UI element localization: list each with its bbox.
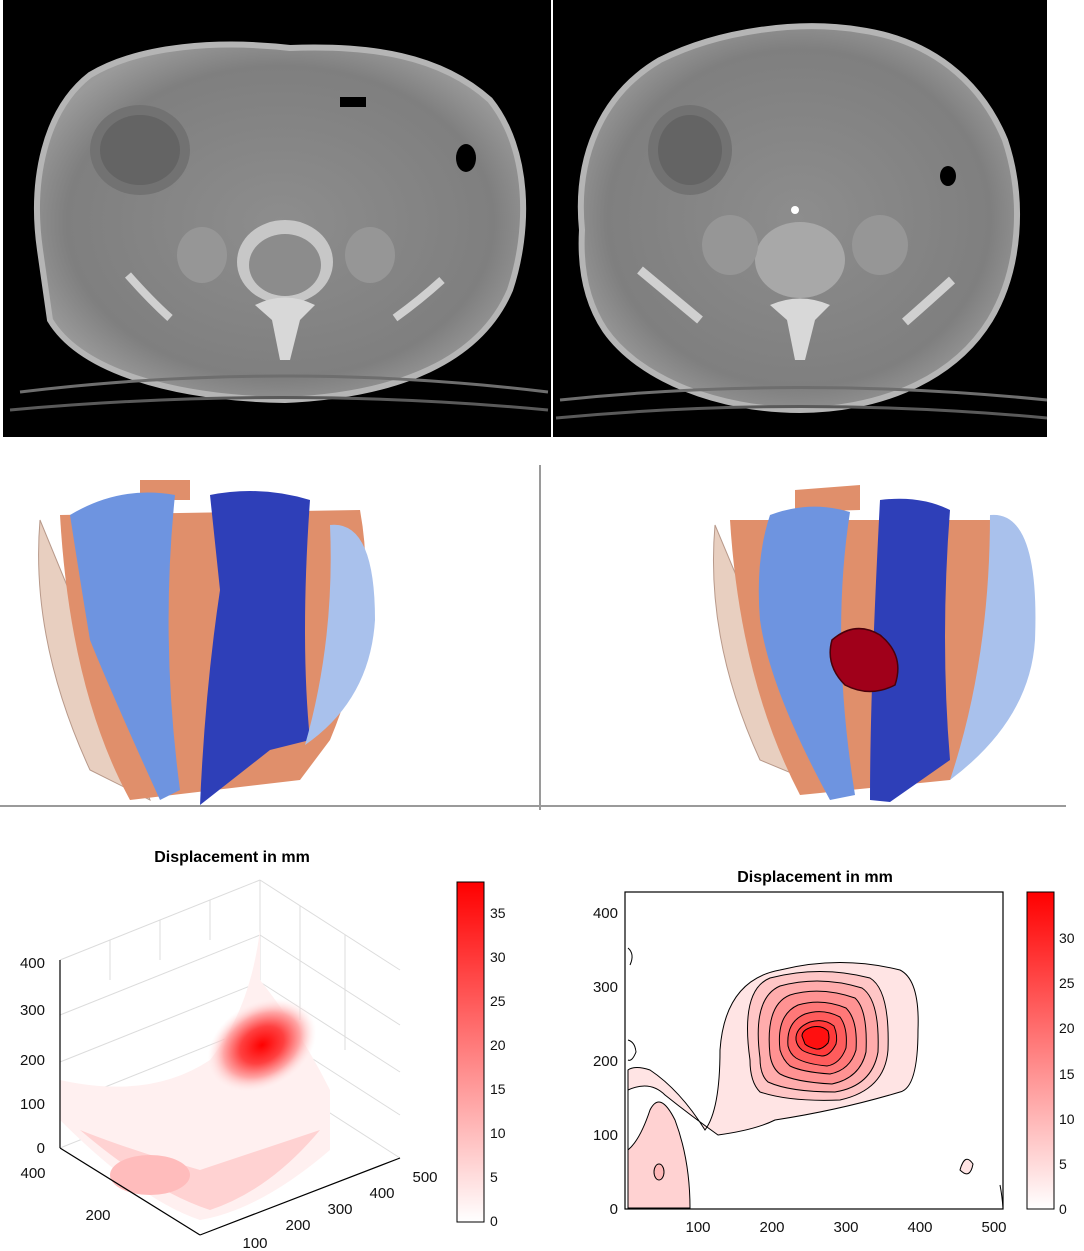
chart1-y-ticks: 200 400 [20, 1165, 110, 1224]
ct-scan-right [553, 0, 1048, 437]
mesh-left [38, 480, 375, 805]
chart2-x-tick: 300 [833, 1219, 858, 1236]
chart1-cb-tick: 30 [490, 949, 506, 965]
chart1-z-ticks: 0 100 200 300 400 [20, 955, 45, 1157]
chart1-cb-tick: 20 [490, 1037, 506, 1053]
chart1-z-tick: 100 [20, 1096, 45, 1113]
chart2-cb-tick: 0 [1059, 1201, 1067, 1217]
chart2-x-tick: 100 [685, 1219, 710, 1236]
chart2-cb-tick: 5 [1059, 1156, 1067, 1172]
chart1-surface [60, 930, 330, 1220]
chart-contour: Displacement in mm 0 100 200 300 400 100… [593, 869, 1075, 1236]
chart2-cb-tick: 20 [1059, 1020, 1075, 1036]
chart-3d-surface: Displacement in mm 0 100 200 300 400 200 [20, 849, 506, 1251]
hernia-region [829, 627, 899, 693]
chart1-cb-tick: 5 [490, 1169, 498, 1185]
chart2-y-tick: 400 [593, 905, 618, 922]
chart2-y-tick: 0 [610, 1201, 618, 1218]
chart2-y-tick: 300 [593, 979, 618, 996]
chart2-y-ticks: 0 100 200 300 400 [593, 905, 618, 1218]
chart1-x-tick: 300 [327, 1201, 352, 1218]
chart1-z-tick: 400 [20, 955, 45, 972]
mesh-row [0, 465, 1066, 810]
chart1-x-tick: 400 [369, 1185, 394, 1202]
chart1-title: Displacement in mm [154, 849, 310, 866]
chart2-y-tick: 100 [593, 1127, 618, 1144]
chart1-cb-tick: 35 [490, 905, 506, 921]
ct-scan-left [3, 0, 551, 437]
chart1-cb-tick: 25 [490, 993, 506, 1009]
mesh-right [713, 485, 1036, 802]
chart1-cb-tick: 0 [490, 1213, 498, 1229]
chart2-cb-tick: 25 [1059, 975, 1075, 991]
chart1-x-tick: 200 [285, 1217, 310, 1234]
chart1-cb-tick: 10 [490, 1125, 506, 1141]
chart1-peak [207, 998, 317, 1092]
chart2-cb-tick: 15 [1059, 1066, 1075, 1082]
chart2-cb-tick: 10 [1059, 1111, 1075, 1127]
chart1-x-ticks: 100 200 300 400 500 [242, 1169, 437, 1251]
chart2-x-tick: 200 [759, 1219, 784, 1236]
chart1-x-tick: 100 [242, 1235, 267, 1251]
chart1-colorbar-ticks: 0 5 10 15 20 25 30 35 [490, 905, 506, 1229]
chart1-x-tick: 500 [412, 1169, 437, 1186]
chart1-y-tick: 200 [85, 1207, 110, 1224]
ct-scan-row [3, 0, 1048, 437]
chart2-title: Displacement in mm [737, 869, 893, 886]
chart2-cb-tick: 30 [1059, 930, 1075, 946]
chart1-axes [59, 960, 401, 1236]
chart2-colorbar: 0 5 10 15 20 25 30 [1026, 891, 1075, 1217]
chart2-colorbar-ticks: 0 5 10 15 20 25 30 [1059, 930, 1075, 1217]
chart2-y-tick: 200 [593, 1053, 618, 1070]
chart1-y-tick: 400 [20, 1165, 45, 1182]
chart1-z-tick: 0 [37, 1140, 45, 1157]
chart1-cb-tick: 15 [490, 1081, 506, 1097]
chart2-contours [627, 947, 1004, 1209]
chart2-x-ticks: 100 200 300 400 500 [685, 1219, 1006, 1236]
chart1-z-tick: 300 [20, 1002, 45, 1019]
chart2-x-tick: 500 [981, 1219, 1006, 1236]
chart2-x-tick: 400 [907, 1219, 932, 1236]
chart1-colorbar: 0 5 10 15 20 25 30 35 [456, 881, 506, 1229]
chart1-z-tick: 200 [20, 1052, 45, 1069]
